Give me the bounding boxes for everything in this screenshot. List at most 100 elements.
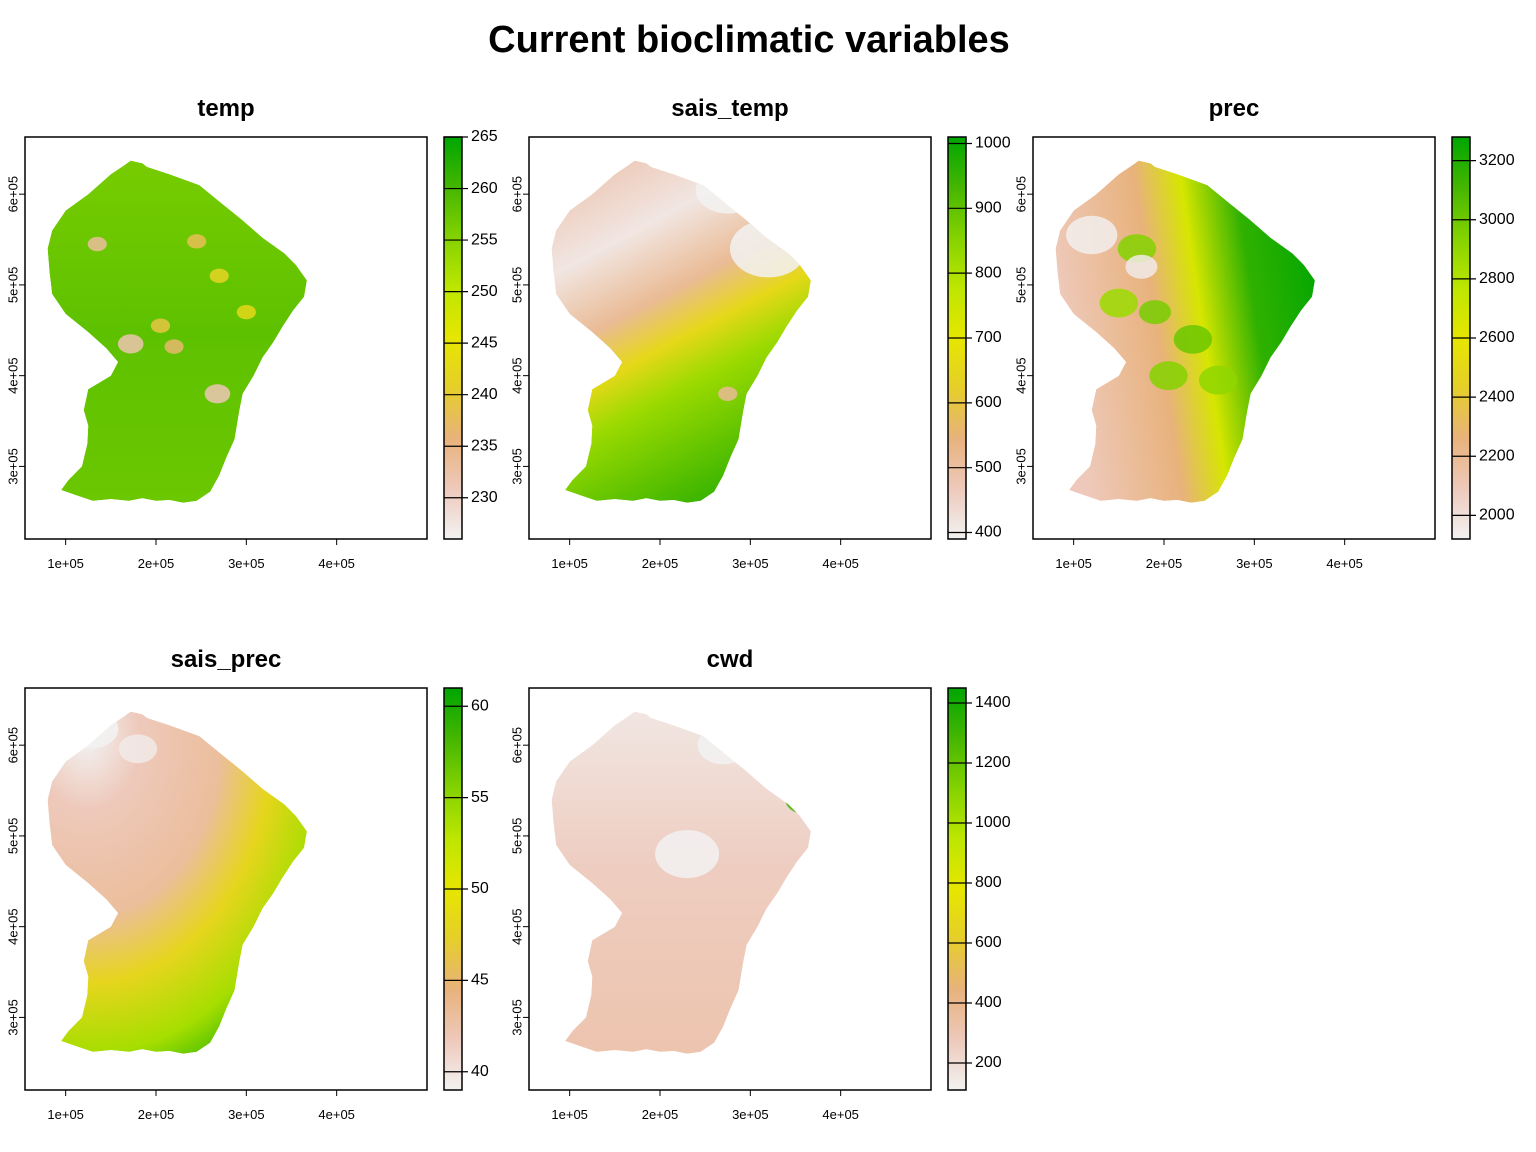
- legend-colorbar: [947, 687, 967, 1091]
- raster-patch: [150, 318, 171, 333]
- raster-patch: [117, 334, 144, 354]
- panel-title: prec: [1209, 95, 1260, 122]
- raster-patch: [1066, 215, 1118, 255]
- x-tick-label: 2e+05: [642, 1107, 679, 1122]
- x-tick-label: 3e+05: [732, 556, 769, 571]
- raster-layer: [47, 160, 307, 503]
- x-tick-label: 2e+05: [138, 1107, 175, 1122]
- legend-tick-label: 600: [975, 934, 1002, 951]
- plot-frame: [528, 687, 932, 1091]
- legend-tick-label: 1400: [975, 694, 1011, 711]
- raster-layer: [1055, 160, 1315, 503]
- y-tick-label: 3e+05: [1013, 448, 1028, 485]
- raster-patch: [747, 711, 799, 733]
- raster-layer: [47, 711, 307, 1054]
- legend-tick-label: 40: [471, 1063, 489, 1080]
- plot-frame: [1032, 136, 1436, 540]
- plot-frame: [528, 136, 932, 540]
- raster-patch: [1125, 254, 1158, 279]
- legend-tick-label: 3200: [1479, 152, 1515, 169]
- x-tick-label: 2e+05: [138, 556, 175, 571]
- x-tick-label: 4e+05: [318, 556, 355, 571]
- raster-patch: [1149, 361, 1188, 391]
- raster-layer: [551, 160, 811, 503]
- legend-tick-label: 200: [975, 1054, 1002, 1071]
- y-tick-label: 4e+05: [5, 908, 20, 945]
- legend-tick-label: 400: [975, 994, 1002, 1011]
- raster-patch: [1138, 300, 1171, 325]
- legend-tick-label: 400: [975, 524, 1002, 541]
- y-tick-label: 4e+05: [5, 357, 20, 394]
- map-panels: temp 1e+05 2e+05 3e+05 4e+05 3e+05 4e+05 5e+05 6…: [5, 95, 1514, 1122]
- raster-patch: [1198, 365, 1238, 395]
- legend-tick-label: 50: [471, 880, 489, 897]
- y-tick-label: 5e+05: [5, 267, 20, 304]
- legend-tick-label: 2400: [1479, 388, 1515, 405]
- raster-patch: [718, 386, 738, 402]
- legend-tick-label: 800: [975, 874, 1002, 891]
- raster-patch: [695, 165, 760, 214]
- y-tick-label: 6e+05: [509, 727, 524, 764]
- x-tick-label: 1e+05: [551, 1107, 588, 1122]
- map-panel-prec: prec 1e+05 2e+05 3e+05 4e+05 3e+05 4e+05 5e+05 6…: [1013, 95, 1514, 571]
- x-tick-label: 1e+05: [47, 556, 84, 571]
- legend-tick-label: 2600: [1479, 329, 1515, 346]
- legend-tick-label: 500: [975, 459, 1002, 476]
- legend-tick-label: 245: [471, 334, 498, 351]
- x-tick-label: 3e+05: [732, 1107, 769, 1122]
- panel-title: temp: [197, 95, 254, 122]
- x-tick-label: 4e+05: [822, 1107, 859, 1122]
- raster-patch: [697, 725, 749, 765]
- legend-tick-label: 260: [471, 180, 498, 197]
- map-panel-sais_prec: sais_prec 1e+05 2e+05 3e+05 4e+05 3e+05 4e+05 5…: [5, 646, 488, 1122]
- figure-title: Current bioclimatic variables: [488, 19, 1010, 61]
- legend-tick-label: 600: [975, 394, 1002, 411]
- y-tick-label: 3e+05: [509, 999, 524, 1036]
- legend-tick-label: 265: [471, 128, 498, 145]
- raster-layer: [551, 711, 811, 1054]
- x-tick-label: 3e+05: [1236, 556, 1273, 571]
- legend-tick-label: 250: [471, 283, 498, 300]
- legend-tick-label: 240: [471, 386, 498, 403]
- raster-patch: [1099, 288, 1139, 318]
- raster-patch: [729, 219, 807, 278]
- legend-tick-label: 235: [471, 437, 498, 454]
- raster-patch: [187, 234, 207, 249]
- y-tick-label: 4e+05: [1013, 357, 1028, 394]
- map-panel-cwd: cwd 1e+05 2e+05 3e+05 4e+05 3e+05 4e+05 5e+05 6e…: [509, 646, 1010, 1122]
- legend-tick-label: 3000: [1479, 211, 1515, 228]
- legend-tick-label: 1200: [975, 754, 1011, 771]
- x-tick-label: 3e+05: [228, 556, 265, 571]
- y-tick-label: 6e+05: [1013, 176, 1028, 213]
- legend-tick-label: 800: [975, 264, 1002, 281]
- legend-colorbar: [443, 136, 463, 540]
- legend-tick-label: 2800: [1479, 270, 1515, 287]
- raster-patch: [67, 711, 119, 749]
- territory-raster: [47, 160, 307, 503]
- panel-title: sais_prec: [171, 646, 282, 673]
- legend-tick-label: 230: [471, 489, 498, 506]
- legend-tick-label: 1000: [975, 135, 1011, 152]
- legend-tick-label: 45: [471, 972, 489, 989]
- y-tick-label: 5e+05: [1013, 267, 1028, 304]
- x-tick-label: 1e+05: [47, 1107, 84, 1122]
- y-tick-label: 6e+05: [5, 176, 20, 213]
- y-tick-label: 3e+05: [5, 999, 20, 1036]
- x-tick-label: 2e+05: [642, 556, 679, 571]
- x-tick-label: 4e+05: [822, 556, 859, 571]
- raster-patch: [655, 830, 720, 879]
- panel-title: cwd: [707, 646, 754, 673]
- legend-tick-label: 1000: [975, 814, 1011, 831]
- map-panel-temp: temp 1e+05 2e+05 3e+05 4e+05 3e+05 4e+05 5e+05 6…: [5, 95, 497, 571]
- x-tick-label: 1e+05: [1055, 556, 1092, 571]
- plot-frame: [24, 136, 428, 540]
- raster-patch: [118, 734, 158, 764]
- y-tick-label: 6e+05: [509, 176, 524, 213]
- legend-tick-label: 60: [471, 697, 489, 714]
- legend-tick-label: 700: [975, 329, 1002, 346]
- legend-tick-label: 255: [471, 231, 498, 248]
- y-tick-label: 4e+05: [509, 357, 524, 394]
- raster-patch: [1173, 324, 1213, 354]
- raster-patch: [164, 339, 184, 354]
- y-tick-label: 5e+05: [509, 267, 524, 304]
